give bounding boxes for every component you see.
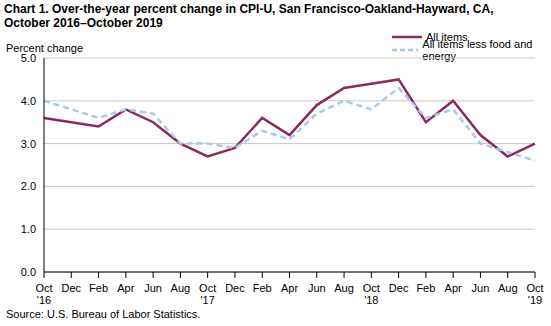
svg-text:Aug: Aug: [498, 282, 518, 294]
svg-text:Feb: Feb: [416, 282, 435, 294]
svg-text:Aug: Aug: [171, 282, 191, 294]
svg-text:5.0: 5.0: [21, 52, 36, 64]
svg-text:Dec: Dec: [225, 282, 245, 294]
svg-text:Feb: Feb: [253, 282, 272, 294]
svg-text:Oct'18: Oct'18: [363, 282, 380, 306]
svg-text:Oct'19: Oct'19: [526, 282, 543, 306]
svg-text:Aug: Aug: [334, 282, 354, 294]
svg-text:1.0: 1.0: [21, 223, 36, 235]
html-text:Chart 1. Over-the-year percent: Chart 1. Over-the-year percent change in…: [4, 2, 494, 30]
svg-text:Jun: Jun: [308, 282, 326, 294]
svg-text:Apr: Apr: [281, 282, 298, 294]
svg-text:Dec: Dec: [389, 282, 409, 294]
svg-text:Oct'16: Oct'16: [35, 282, 52, 306]
svg-text:Dec: Dec: [61, 282, 81, 294]
svg-text:4.0: 4.0: [21, 95, 36, 107]
html-text:All items: All items: [426, 30, 468, 43]
html-text:Source: U.S. Bureau of Labor S: Source: U.S. Bureau of Labor Statistics.: [6, 308, 201, 320]
svg-text:0.0: 0.0: [21, 266, 36, 278]
svg-text:Feb: Feb: [89, 282, 108, 294]
svg-text:Jun: Jun: [472, 282, 490, 294]
html-text:Percent change: Percent change: [6, 42, 84, 54]
svg-text:Apr: Apr: [117, 282, 134, 294]
html-text:All items less food and energy: All items less food and energy: [422, 37, 533, 62]
svg-text:2.0: 2.0: [21, 180, 36, 192]
svg-text:Jun: Jun: [144, 282, 162, 294]
svg-text:Apr: Apr: [445, 282, 462, 294]
svg-text:Oct'17: Oct'17: [199, 282, 216, 306]
svg-text:3.0: 3.0: [21, 138, 36, 150]
